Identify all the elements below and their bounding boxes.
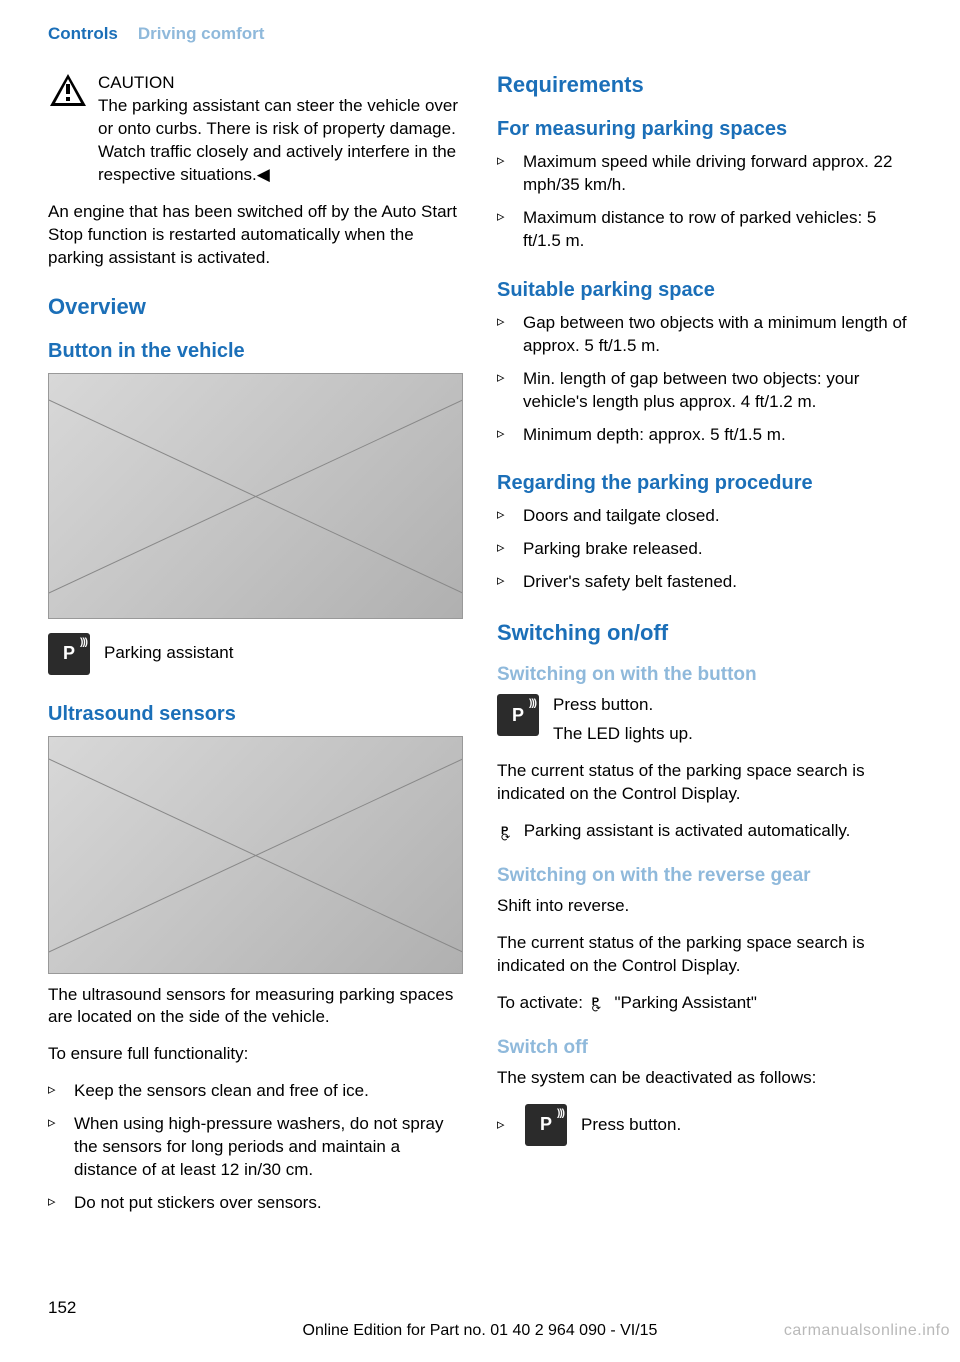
bullet-marker: ▹ xyxy=(497,1104,511,1146)
button-location-image xyxy=(48,373,463,619)
ultrasound-sensor-image xyxy=(48,736,463,974)
auto-activated-text: Parking assistant is activated automatic… xyxy=(519,821,850,840)
caution-block: CAUTION The parking assistant can steer … xyxy=(48,72,463,187)
requirements-heading: Requirements xyxy=(497,72,912,98)
list-item: When using high-pressure washers, do not… xyxy=(48,1113,463,1182)
switch-off-bullet: ▹ P))) Press button. xyxy=(497,1104,912,1146)
ultrasound-paragraph: The ultrasound sensors for measuring par… xyxy=(48,984,463,1030)
tab-driving-comfort: Driving comfort xyxy=(138,24,265,44)
content-columns: CAUTION The parking assistant can steer … xyxy=(48,72,912,1231)
parking-status-icon xyxy=(590,996,608,1010)
measuring-heading: For measuring parking spaces xyxy=(497,118,912,141)
parking-assistant-icon: P))) xyxy=(497,694,539,736)
right-column: Requirements For measuring parking space… xyxy=(497,72,912,1231)
left-column: CAUTION The parking assistant can steer … xyxy=(48,72,463,1231)
to-activate-suffix: "Parking Assistant" xyxy=(610,993,757,1012)
list-item: Do not put stickers over sensors. xyxy=(48,1192,463,1215)
measuring-list: Maximum speed while driving forward ap­p… xyxy=(497,151,912,263)
tab-controls: Controls xyxy=(48,24,118,44)
regarding-heading: Regarding the parking procedure xyxy=(497,472,912,495)
list-item: Minimum depth: approx. 5 ft/1.5 m. xyxy=(497,424,912,447)
overview-heading: Overview xyxy=(48,294,463,320)
ultrasound-heading: Ultrasound sensors xyxy=(48,703,463,726)
list-item: Maximum distance to row of parked vehi­c… xyxy=(497,207,912,253)
parking-assistant-icon: P))) xyxy=(525,1104,567,1146)
list-item: Keep the sensors clean and free of ice. xyxy=(48,1080,463,1103)
switching-on-reverse-heading: Switching on with the reverse gear xyxy=(497,865,912,887)
status-paragraph: The current status of the parking space … xyxy=(497,760,912,806)
suitable-heading: Suitable parking space xyxy=(497,279,912,302)
press-button-label-2: Press button. xyxy=(581,1104,681,1146)
watermark: carmanualsonline.info xyxy=(784,1322,950,1340)
press-button-label: Press button. xyxy=(553,694,693,717)
ensure-paragraph: To ensure full functionality: xyxy=(48,1043,463,1066)
switch-off-heading: Switch off xyxy=(497,1037,912,1059)
led-lights-label: The LED lights up. xyxy=(553,723,693,746)
caution-icon xyxy=(48,72,88,108)
ultrasound-list: Keep the sensors clean and free of ice. … xyxy=(48,1080,463,1225)
parking-assistant-icon: P))) xyxy=(48,633,90,675)
press-button-row: P))) Press button. The LED lights up. xyxy=(497,694,912,752)
deactivate-paragraph: The system can be deactivated as follows… xyxy=(497,1067,912,1090)
to-activate-prefix: To activate: xyxy=(497,993,588,1012)
parking-status-icon xyxy=(499,825,517,839)
caution-title: CAUTION xyxy=(98,72,463,95)
auto-activated-paragraph: Parking assistant is activated automatic… xyxy=(497,820,912,843)
suitable-list: Gap between two objects with a minimum l… xyxy=(497,312,912,457)
switching-on-button-heading: Switching on with the button xyxy=(497,664,912,686)
list-item: Doors and tailgate closed. xyxy=(497,505,912,528)
list-item: Maximum speed while driving forward ap­p… xyxy=(497,151,912,197)
regarding-list: Doors and tailgate closed. Parking brake… xyxy=(497,505,912,604)
page-number: 152 xyxy=(48,1298,76,1318)
list-item: Driver's safety belt fastened. xyxy=(497,571,912,594)
caution-body: The parking assistant can steer the vehi… xyxy=(98,96,458,184)
switching-heading: Switching on/off xyxy=(497,620,912,646)
list-item: Min. length of gap between two objects: … xyxy=(497,368,912,414)
caution-text: CAUTION The parking assistant can steer … xyxy=(98,72,463,187)
list-item: Gap between two objects with a minimum l… xyxy=(497,312,912,358)
parking-assistant-icon-row: P))) Parking assistant xyxy=(48,633,463,675)
header-breadcrumb: Controls Driving comfort xyxy=(48,24,912,44)
shift-reverse-paragraph: Shift into reverse. xyxy=(497,895,912,918)
to-activate-paragraph: To activate: "Parking Assistant" xyxy=(497,992,912,1015)
list-item: Parking brake released. xyxy=(497,538,912,561)
press-button-text: Press button. The LED lights up. xyxy=(553,694,693,752)
engine-paragraph: An engine that has been switched off by … xyxy=(48,201,463,270)
parking-assistant-label: Parking assistant xyxy=(104,642,233,665)
status-paragraph-2: The current status of the parking space … xyxy=(497,932,912,978)
button-in-vehicle-heading: Button in the vehicle xyxy=(48,340,463,363)
